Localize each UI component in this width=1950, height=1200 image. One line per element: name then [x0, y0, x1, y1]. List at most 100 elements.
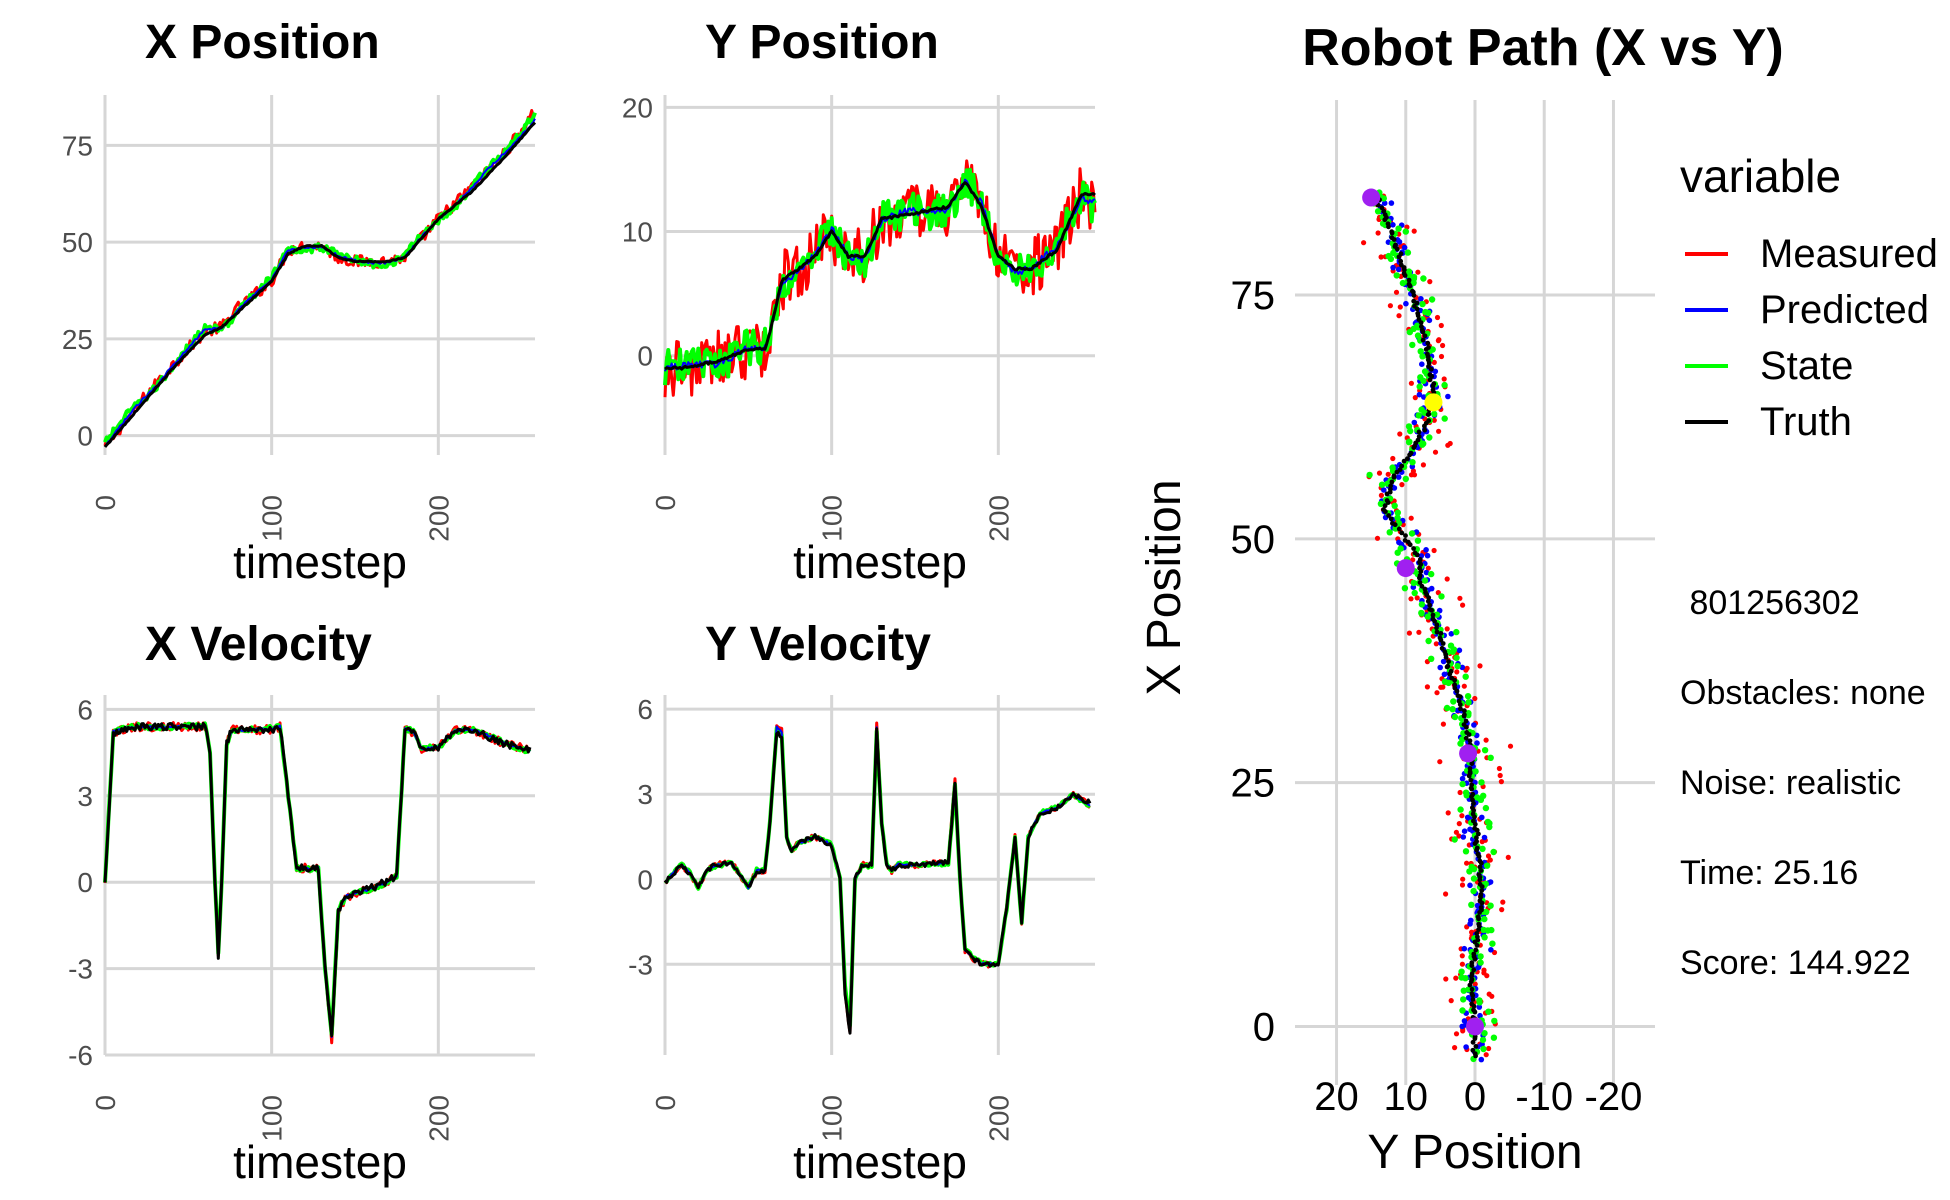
path-point	[1461, 683, 1467, 689]
x-tick-label: 0	[90, 1095, 121, 1111]
path-point	[1471, 967, 1477, 973]
path-point	[1434, 314, 1441, 321]
y-tick-label: 0	[637, 341, 653, 372]
yvel-series-truth	[663, 727, 1092, 1035]
x-tick-label: -10	[1515, 1075, 1573, 1119]
path-point	[1465, 699, 1472, 706]
path-point	[1465, 710, 1472, 717]
path-point	[1470, 791, 1476, 797]
path-point	[1427, 606, 1432, 612]
xpos-series-state	[103, 111, 537, 443]
y-tick-label: 0	[637, 864, 653, 895]
path-point	[1477, 796, 1485, 803]
y-tick-label: 75	[1231, 274, 1276, 318]
path-point	[1427, 372, 1433, 378]
path-point	[1425, 565, 1431, 571]
path-point	[1479, 845, 1486, 852]
path-point	[1476, 921, 1482, 927]
path-point	[1467, 882, 1473, 889]
path-point	[1405, 456, 1410, 462]
path-point	[1441, 381, 1448, 389]
path-point	[1471, 951, 1477, 957]
path-point	[1394, 549, 1401, 556]
path-point	[1442, 649, 1448, 655]
path-point	[1388, 487, 1393, 492]
path-point	[1429, 346, 1436, 353]
path-point	[1433, 611, 1441, 618]
path-point	[1424, 613, 1432, 620]
x-tick-label: 10	[1384, 1075, 1429, 1119]
path-point	[1433, 641, 1439, 647]
path-point	[1461, 828, 1468, 834]
path-point	[1468, 777, 1474, 783]
path-point	[1366, 471, 1373, 479]
path-point	[1430, 387, 1436, 393]
path-point	[1431, 410, 1438, 418]
path-point	[1487, 857, 1493, 863]
path-point	[1405, 268, 1413, 275]
path-point	[1462, 673, 1469, 680]
y-tick-label: 75	[62, 130, 93, 161]
path-point	[1464, 860, 1470, 866]
path-point	[1457, 789, 1463, 796]
path-point	[1427, 279, 1433, 285]
xvel-series-truth	[103, 721, 532, 1038]
path-point	[1482, 804, 1490, 812]
path-point	[1417, 557, 1423, 562]
path-point	[1484, 973, 1490, 979]
path-point	[1460, 876, 1466, 882]
path-point	[1469, 782, 1475, 788]
path-point	[1428, 570, 1435, 578]
x-tick-label: 100	[817, 1095, 848, 1142]
path-point	[1398, 262, 1404, 268]
path-point	[1470, 1047, 1476, 1053]
path-point	[1486, 820, 1493, 827]
y-tick-label: -3	[68, 954, 93, 985]
path-point	[1434, 622, 1440, 628]
path-point	[1411, 589, 1418, 597]
xpos-series-predicted	[104, 118, 536, 448]
y-tick-label: -3	[628, 949, 653, 980]
path-point	[1398, 258, 1404, 264]
path-point	[1431, 417, 1437, 423]
path-point	[1378, 481, 1386, 488]
path-point	[1423, 547, 1429, 553]
path-point	[1481, 1030, 1488, 1037]
xvel-title: X Velocity	[145, 618, 372, 671]
path-point	[1458, 974, 1465, 981]
path-point	[1478, 892, 1484, 897]
x-tick-label: 100	[257, 495, 288, 542]
path-point	[1455, 693, 1461, 699]
path-point	[1448, 998, 1454, 1004]
path-point	[1417, 580, 1423, 585]
path-point	[1477, 663, 1483, 669]
path-point	[1411, 298, 1417, 304]
path-point	[1401, 271, 1407, 276]
path-point	[1420, 275, 1427, 282]
path-point	[1451, 836, 1458, 843]
path-point	[1500, 899, 1506, 905]
path-point	[1390, 455, 1396, 462]
path-point	[1477, 858, 1483, 864]
path-point	[1419, 300, 1426, 308]
path-point	[1411, 419, 1418, 426]
path-point	[1425, 340, 1431, 346]
path-point	[1391, 473, 1397, 479]
path-point	[1475, 851, 1481, 857]
path-point	[1374, 208, 1382, 215]
xpos-series-truth	[103, 121, 537, 448]
path-point	[1487, 754, 1494, 761]
path-point	[1416, 429, 1422, 435]
path-point	[1470, 1039, 1476, 1045]
path-point	[1374, 535, 1381, 541]
path-point	[1484, 927, 1492, 934]
path-point	[1417, 573, 1423, 578]
path-point	[1456, 833, 1462, 839]
path-point	[1393, 289, 1400, 295]
path-point	[1431, 359, 1437, 365]
path-point	[1450, 698, 1457, 705]
info-line: Score: 144.922	[1680, 944, 1911, 982]
path-point	[1426, 434, 1433, 441]
info-line: Obstacles: none	[1680, 674, 1926, 712]
